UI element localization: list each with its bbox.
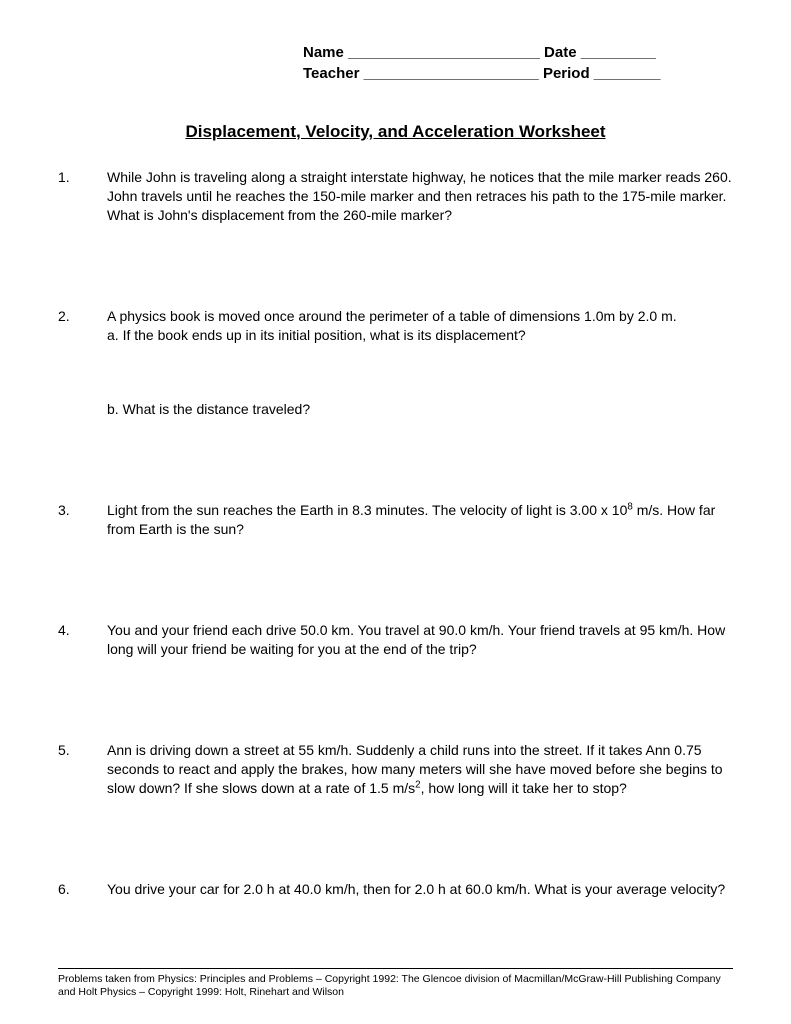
problem-2-part-b: b. What is the distance traveled? xyxy=(107,400,733,419)
problem-3: 3. Light from the sun reaches the Earth … xyxy=(58,501,733,539)
problem-text: You drive your car for 2.0 h at 40.0 km/… xyxy=(107,880,733,899)
problem-text: Ann is driving down a street at 55 km/h.… xyxy=(107,741,733,798)
worksheet-page: Name _______________________ Date ______… xyxy=(0,0,791,1024)
problem-number: 1. xyxy=(58,168,107,225)
problem-number: 2. xyxy=(58,307,107,345)
problem-number: 5. xyxy=(58,741,107,798)
name-date-line: Name _______________________ Date ______… xyxy=(303,42,733,63)
problem-1: 1. While John is traveling along a strai… xyxy=(58,168,733,225)
problem-5: 5. Ann is driving down a street at 55 km… xyxy=(58,741,733,798)
header-block: Name _______________________ Date ______… xyxy=(303,42,733,84)
problems-list: 1. While John is traveling along a strai… xyxy=(58,168,733,898)
problem-text: You and your friend each drive 50.0 km. … xyxy=(107,621,733,659)
footer-line-2: and Holt Physics – Copyright 1999: Holt,… xyxy=(58,986,733,1000)
problem-4: 4. You and your friend each drive 50.0 k… xyxy=(58,621,733,659)
problem-text: Light from the sun reaches the Earth in … xyxy=(107,501,733,539)
problem-number: 6. xyxy=(58,880,107,899)
worksheet-title: Displacement, Velocity, and Acceleration… xyxy=(58,122,733,142)
problem-6: 6. You drive your car for 2.0 h at 40.0 … xyxy=(58,880,733,899)
problem-number: 3. xyxy=(58,501,107,539)
problem-text: A physics book is moved once around the … xyxy=(107,307,733,345)
teacher-period-line: Teacher _____________________ Period ___… xyxy=(303,63,733,84)
problem-2: 2. A physics book is moved once around t… xyxy=(58,307,733,345)
footer-attribution: Problems taken from Physics: Principles … xyxy=(58,968,733,1000)
footer-line-1: Problems taken from Physics: Principles … xyxy=(58,973,733,987)
problem-text: While John is traveling along a straight… xyxy=(107,168,733,225)
problem-number: 4. xyxy=(58,621,107,659)
